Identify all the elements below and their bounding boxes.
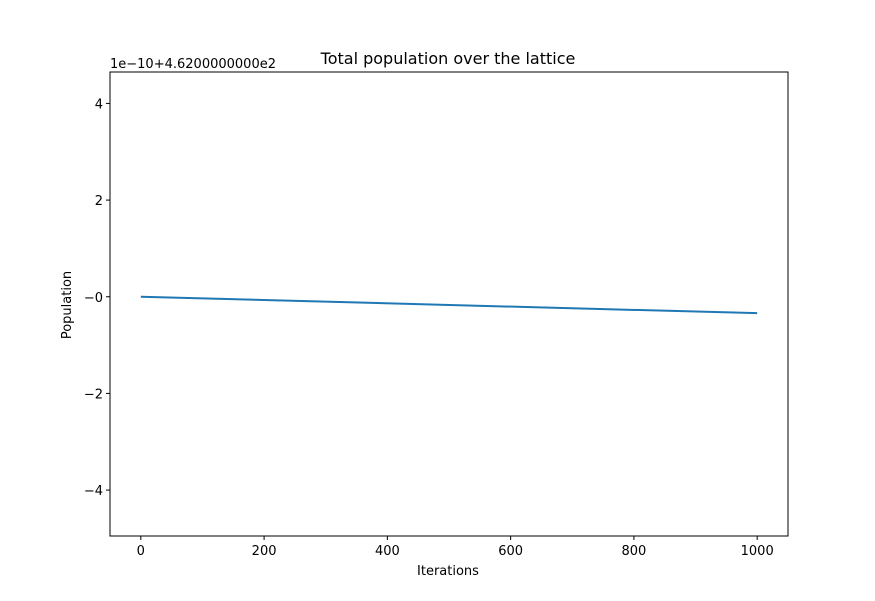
- x-tick-label: 800: [621, 544, 646, 559]
- x-tick-label: 600: [498, 544, 523, 559]
- y-tick-label: 4: [95, 97, 103, 112]
- axes-frame: [109, 71, 789, 537]
- y-tick-label: −2: [84, 387, 103, 402]
- x-axis-label: Iterations: [417, 564, 479, 579]
- y-tick-label: 2: [95, 194, 103, 209]
- x-tick-label: 0: [137, 544, 145, 559]
- y-tick-label: −4: [84, 484, 103, 499]
- x-tick-label: 200: [252, 544, 277, 559]
- chart-title: Total population over the lattice: [320, 49, 576, 68]
- y-tick-label: −0: [84, 291, 103, 306]
- y-axis-offset-label: 1e−10+4.6200000000e2: [110, 57, 276, 72]
- y-axis-label: Population: [60, 271, 75, 339]
- x-tick-label: 400: [375, 544, 400, 559]
- plot-area: 0 200 400 600 800 1000 −4 −2 −0 2 4: [84, 71, 789, 559]
- series-line: [140, 295, 758, 315]
- x-tick-label: 1000: [741, 544, 774, 559]
